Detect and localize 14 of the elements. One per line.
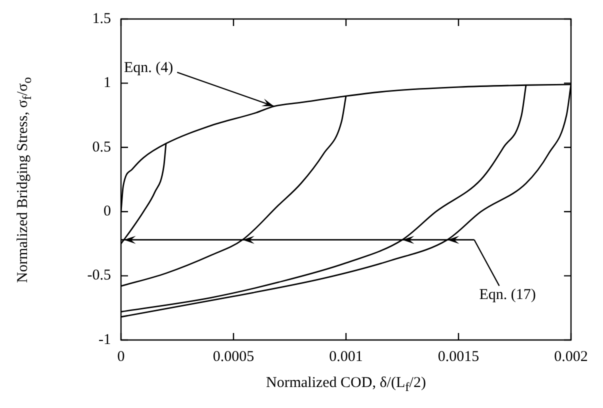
y-tick-label: -1 — [98, 332, 111, 348]
x-tick-label: 0.001 — [329, 348, 363, 365]
y-tick-label: 0.5 — [92, 139, 111, 156]
x-tick-label: 0 — [117, 348, 125, 365]
y-tick-label: 1 — [104, 75, 111, 92]
y-tick-label: -0.5 — [87, 268, 111, 284]
annotation: Eqn. (17) — [479, 286, 536, 303]
y-tick-label: 1.5 — [92, 10, 111, 27]
x-tick-label: 0.002 — [554, 348, 588, 365]
annotation: Eqn. (4) — [124, 60, 174, 76]
y-tick-label: 0 — [104, 204, 111, 220]
x-tick-label: 0.0015 — [438, 348, 480, 365]
x-tick-label: 0.0005 — [212, 348, 254, 365]
x-axis-title: Normalized COD, δ/(L$_{f}$/2) — [266, 375, 426, 395]
